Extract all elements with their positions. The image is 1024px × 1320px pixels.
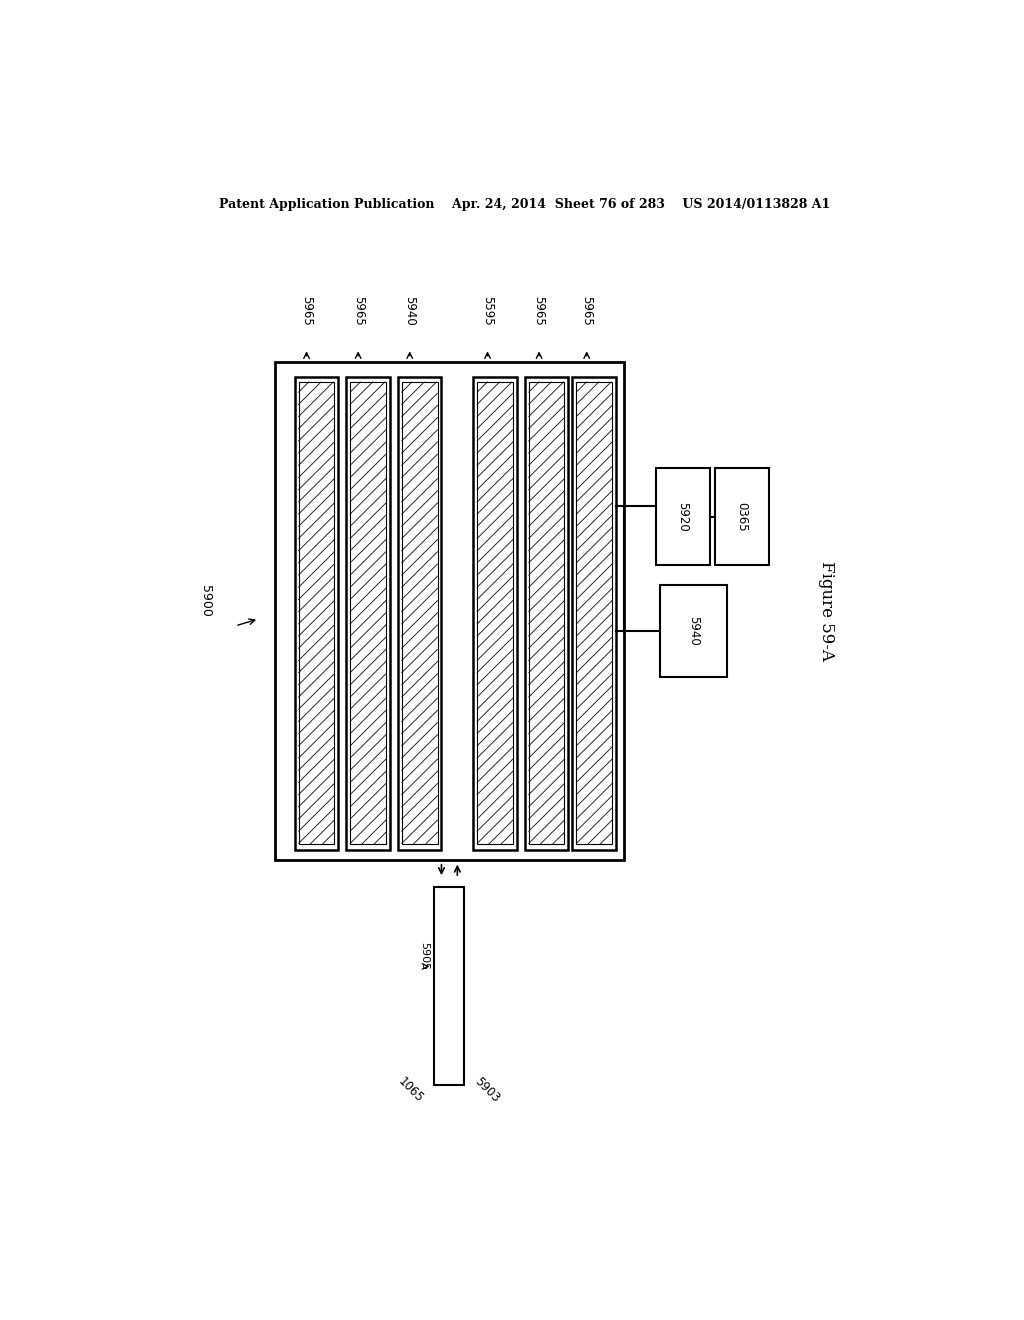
- Text: Figure 59-A: Figure 59-A: [818, 561, 835, 660]
- Bar: [524, 378, 568, 850]
- Text: 5965: 5965: [300, 297, 313, 326]
- Text: 5920: 5920: [676, 502, 689, 532]
- Bar: [401, 381, 437, 845]
- Bar: [655, 469, 710, 565]
- Text: 0365: 0365: [736, 502, 749, 532]
- Text: 5940: 5940: [687, 616, 700, 645]
- Text: 5905: 5905: [420, 942, 430, 970]
- Text: 5900: 5900: [200, 585, 212, 616]
- Bar: [473, 378, 517, 850]
- Bar: [715, 469, 769, 565]
- Text: 5965: 5965: [351, 297, 365, 326]
- Bar: [397, 378, 441, 850]
- Text: Patent Application Publication    Apr. 24, 2014  Sheet 76 of 283    US 2014/0113: Patent Application Publication Apr. 24, …: [219, 198, 830, 211]
- Bar: [274, 362, 624, 859]
- Bar: [572, 378, 616, 850]
- Text: 5965: 5965: [581, 297, 593, 326]
- Bar: [659, 585, 727, 677]
- Bar: [477, 381, 513, 845]
- Bar: [528, 381, 564, 845]
- Bar: [346, 378, 390, 850]
- Text: 5965: 5965: [532, 297, 546, 326]
- Text: 1065: 1065: [395, 1076, 426, 1105]
- Bar: [577, 381, 612, 845]
- Text: 5940: 5940: [403, 297, 416, 326]
- Bar: [295, 378, 338, 850]
- Bar: [350, 381, 386, 845]
- Bar: [299, 381, 334, 845]
- Text: 5903: 5903: [472, 1076, 502, 1105]
- Text: 5595: 5595: [481, 297, 494, 326]
- Bar: [433, 887, 464, 1085]
